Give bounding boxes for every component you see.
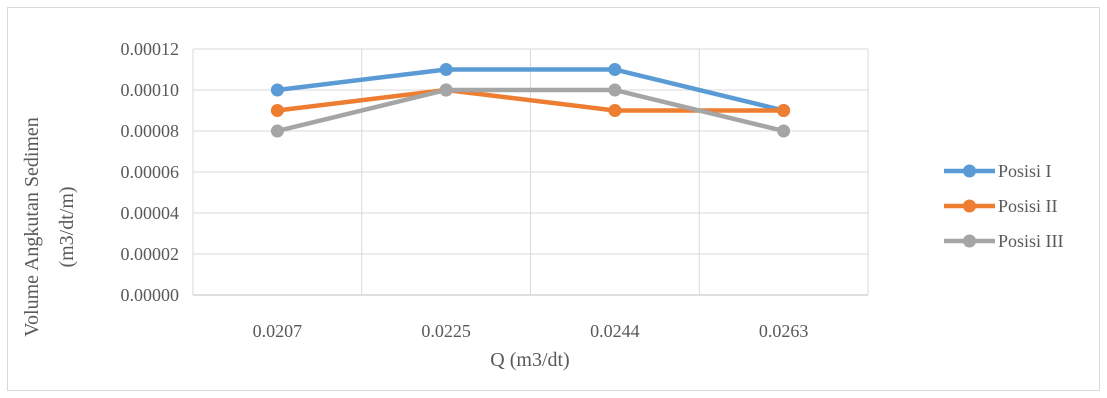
legend-label: Posisi III (998, 231, 1064, 251)
series-group (270, 63, 791, 138)
y-tick-label: 0.00010 (121, 80, 180, 100)
data-point (608, 63, 622, 76)
x-tick-label: 0.0207 (253, 321, 303, 341)
y-tick-label: 0.00008 (121, 121, 180, 141)
data-point (608, 83, 622, 97)
legend-item: Posisi I (944, 161, 1052, 181)
data-point (439, 83, 453, 97)
x-tick-label: 0.0244 (590, 321, 640, 341)
series-3 (270, 83, 791, 138)
y-tick-label: 0.00002 (121, 244, 180, 264)
y-axis-title-line-1: Volume Angkutan Sedimen (21, 117, 43, 337)
data-point (777, 104, 791, 117)
y-tick-label: 0.00000 (121, 285, 180, 305)
y-tick-label: 0.00006 (121, 162, 180, 182)
x-axis-ticks: 0.0207 0.0225 0.0244 0.0263 (253, 321, 809, 341)
legend-label: Posisi I (998, 161, 1052, 181)
x-tick-label: 0.0225 (421, 321, 471, 341)
data-point (608, 104, 622, 117)
x-tick-label: 0.0263 (759, 321, 809, 341)
legend-item: Posisi III (944, 231, 1064, 251)
data-point (270, 83, 284, 97)
y-tick-label: 0.00004 (121, 203, 180, 223)
y-axis-title: Volume Angkutan Sedimen (m3/dt/m) (21, 117, 78, 337)
y-axis-title-line-2: (m3/dt/m) (56, 186, 78, 267)
legend-item: Posisi II (944, 196, 1058, 216)
x-axis-title: Q (m3/dt) (490, 349, 569, 371)
legend-swatch-marker (963, 199, 976, 213)
data-point (270, 124, 284, 138)
series-line (275, 67, 786, 113)
data-point (270, 104, 284, 117)
y-tick-label: 0.00012 (121, 39, 180, 59)
legend: Posisi I Posisi II Posisi III (944, 161, 1064, 251)
data-point (777, 124, 791, 138)
y-axis-ticks: 0.00000 0.00002 0.00004 0.00006 0.00008 0.000… (121, 39, 180, 305)
data-point (439, 63, 453, 76)
series-line (275, 87, 786, 134)
legend-label: Posisi II (998, 196, 1058, 216)
legend-swatch-marker (963, 234, 976, 248)
legend-swatch-marker (963, 164, 976, 178)
